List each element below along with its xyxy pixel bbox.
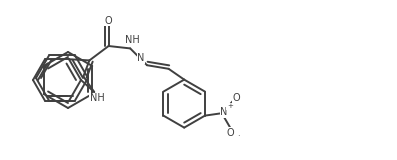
Text: O: O	[233, 93, 241, 103]
Text: N: N	[220, 107, 227, 117]
Text: ·: ·	[237, 132, 239, 141]
Text: NH: NH	[125, 35, 140, 45]
Text: O: O	[226, 128, 234, 138]
Text: O: O	[105, 16, 112, 26]
Text: N: N	[137, 53, 145, 63]
Text: +: +	[227, 103, 233, 109]
Text: NH: NH	[90, 93, 104, 103]
